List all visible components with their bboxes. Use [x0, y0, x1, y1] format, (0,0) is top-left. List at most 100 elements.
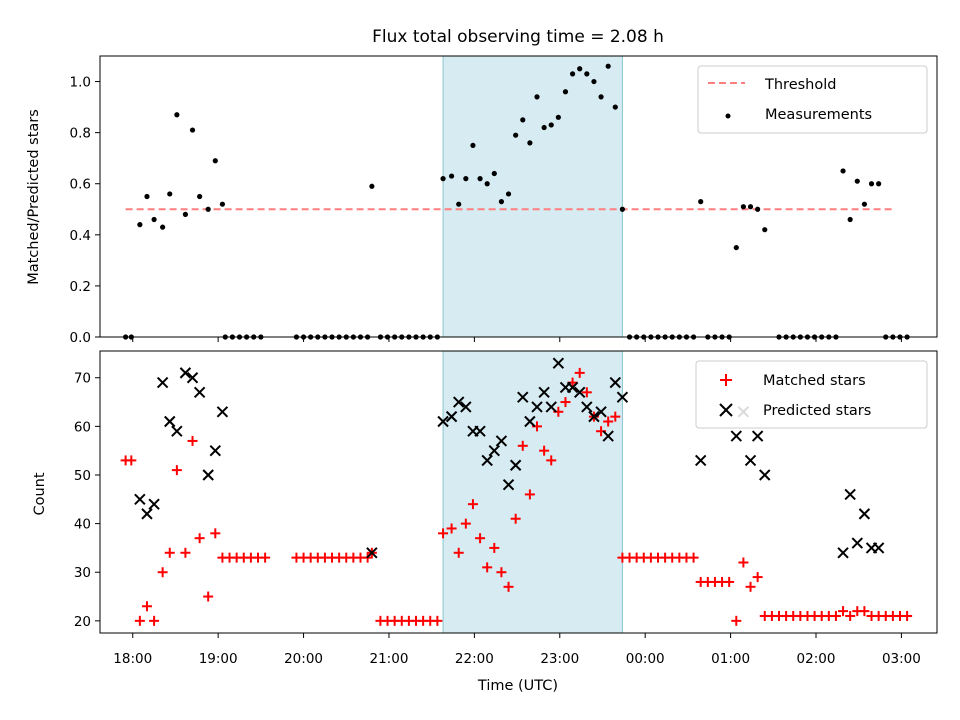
measurement-point: [448, 173, 455, 179]
measurement-point: [598, 94, 604, 100]
measurement-point: [212, 158, 218, 164]
predicted-star-point: [202, 469, 214, 481]
measurement-point: [534, 94, 540, 100]
measurement-point: [569, 71, 576, 77]
matched-star-point: [902, 610, 913, 621]
predicted-star-point: [872, 542, 885, 554]
matched-star-point: [603, 416, 614, 427]
predicted-star-point: [744, 454, 757, 467]
predicted-star-point: [453, 396, 465, 408]
predicted-star-point: [517, 391, 529, 403]
y-tick-label: 0.6: [70, 177, 91, 193]
matched-star-point: [517, 440, 528, 451]
measurement-point: [740, 204, 747, 210]
matched-star-point: [134, 615, 145, 626]
predicted-star-point: [186, 372, 199, 384]
measurement-point: [847, 216, 853, 223]
matched-star-point: [475, 533, 486, 544]
measurement-point: [698, 199, 704, 205]
legend-predicted-label: Predicted stars: [763, 403, 871, 419]
predicted-star-point: [858, 508, 871, 520]
predicted-star-point: [216, 406, 229, 418]
matched-star-point: [752, 572, 763, 583]
x-tick-label: 19:00: [199, 651, 238, 667]
measurement-point: [197, 193, 203, 200]
y-tick-label: 70: [74, 371, 91, 387]
predicted-star-point: [524, 415, 536, 428]
matched-star-point: [164, 547, 175, 558]
matched-star-point: [260, 552, 271, 563]
measurement-point: [369, 183, 375, 189]
predicted-star-point: [193, 386, 206, 399]
predicted-star-point: [141, 508, 153, 520]
matched-star-point: [187, 435, 198, 446]
x-tick-label: 22:00: [455, 651, 494, 667]
highlight-span: [442, 350, 623, 634]
matched-star-point: [446, 523, 457, 534]
measurement-point: [470, 142, 476, 149]
legend-matched-label: Matched stars: [763, 373, 866, 389]
y-tick-label: 0.4: [70, 228, 91, 244]
measurement-point: [144, 193, 150, 200]
matched-star-point: [194, 533, 205, 544]
x-tick-label: 21:00: [370, 651, 409, 667]
predicted-star-point: [538, 386, 550, 399]
predicted-star-point: [481, 454, 493, 467]
bottom-panel: 20 30 40 50 60 70 18:00 19:00 20:00 21:00 22:00 23…: [32, 350, 938, 694]
matched-star-point: [581, 387, 592, 398]
legend-threshold-label: Threshold: [764, 77, 836, 93]
measurement-point: [137, 222, 143, 228]
measurement-point: [484, 181, 490, 187]
y-tick-label: 20: [74, 614, 91, 630]
predicted-star-point: [437, 415, 449, 428]
predicted-star-point: [595, 406, 607, 418]
matched-star-point: [149, 615, 160, 626]
matched-star-point: [503, 581, 514, 592]
measurement-point: [840, 168, 846, 174]
matched-star-point: [126, 455, 137, 466]
matched-star-point: [438, 528, 449, 539]
matched-star-point: [546, 455, 557, 466]
predicted-star-point: [566, 381, 579, 394]
matched-star-point: [510, 513, 521, 524]
predicted-star-point: [545, 401, 557, 413]
y-tick-label: 50: [74, 468, 91, 484]
matched-star-point: [738, 557, 749, 568]
predicted-star-point: [488, 444, 501, 457]
matched-star-point: [724, 576, 735, 587]
predicted-star-point: [366, 547, 378, 559]
predicted-star-point: [209, 444, 222, 457]
x-axis-label: Time (UTC): [477, 678, 558, 694]
matched-star-point: [830, 610, 841, 621]
predicted-star-point: [844, 488, 856, 501]
measurement-point: [205, 206, 211, 212]
predicted-star-point: [616, 391, 629, 403]
matched-star-point: [560, 397, 571, 408]
matched-star-point: [171, 465, 182, 476]
legend-matched-swatch: [720, 374, 732, 386]
predicted-star-point: [445, 410, 458, 423]
x-tick-label: 20:00: [284, 651, 323, 667]
legend-predicted-swatch: [719, 403, 733, 417]
predicted-star-point: [730, 430, 742, 442]
y-tick-label: 60: [74, 419, 91, 435]
matched-star-point: [524, 489, 535, 500]
predicted-star-point: [460, 401, 472, 413]
measurement-point: [477, 176, 483, 182]
predicted-star-point: [552, 357, 565, 369]
matched-star-point: [467, 499, 478, 510]
predicted-star-point: [531, 401, 543, 413]
matched-star-point: [203, 591, 214, 602]
measurement-point: [491, 170, 497, 177]
chart-title: Flux total observing time = 2.08 h: [372, 27, 664, 47]
x-tick-label: 23:00: [540, 651, 579, 667]
predicted-star-point: [609, 376, 622, 389]
measurement-point: [548, 122, 554, 128]
measurement-point: [174, 112, 180, 118]
measurement-point: [151, 216, 157, 223]
matched-star-point: [610, 411, 621, 422]
predicted-star-point: [751, 430, 764, 442]
top-axes-frame: [99, 55, 938, 338]
measurement-point: [612, 104, 618, 110]
